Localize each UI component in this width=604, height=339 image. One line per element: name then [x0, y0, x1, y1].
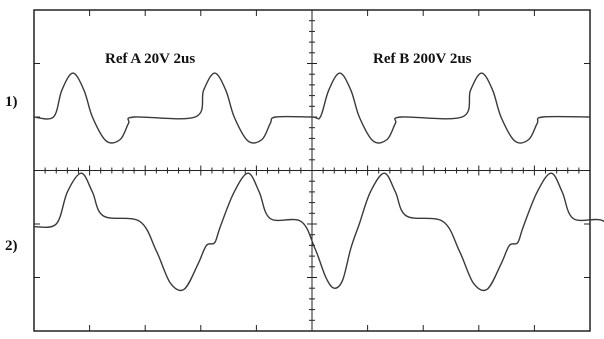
- ref-b-label: Ref B 200V 2us: [373, 51, 472, 67]
- graticule: [34, 10, 590, 331]
- channel-1-marker: 1): [5, 94, 18, 110]
- trace-channel-1: [33, 72, 591, 144]
- waveform-traces: [33, 72, 604, 292]
- channel-2-marker: 2): [5, 238, 18, 254]
- ref-a-label: Ref A 20V 2us: [105, 51, 195, 67]
- trace-channel-2: [33, 172, 604, 292]
